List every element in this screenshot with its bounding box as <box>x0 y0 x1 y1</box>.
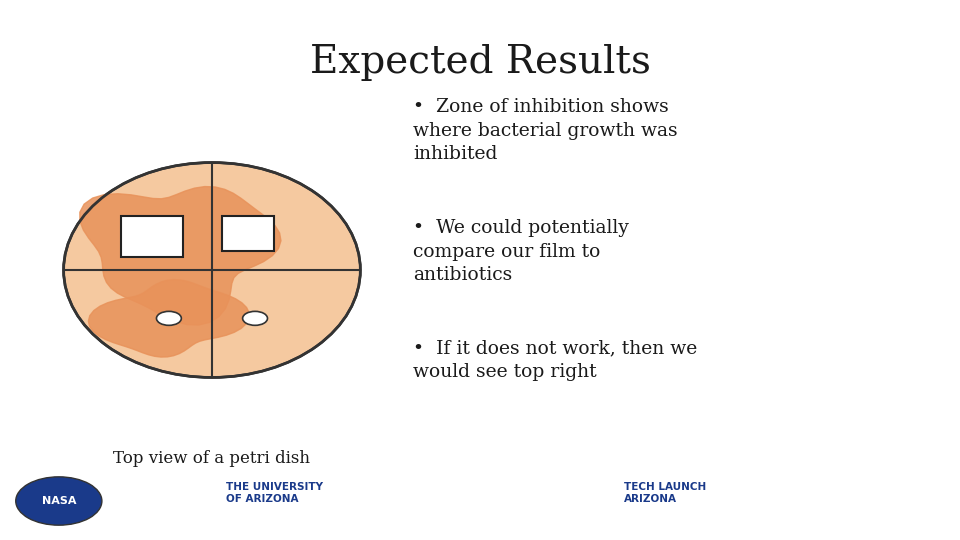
Bar <box>222 217 275 251</box>
Circle shape <box>15 477 102 525</box>
Polygon shape <box>88 280 250 357</box>
Text: TECH LAUNCH
ARIZONA: TECH LAUNCH ARIZONA <box>624 482 706 504</box>
Text: Top view of a petri dish: Top view of a petri dish <box>113 450 310 467</box>
Circle shape <box>243 312 268 325</box>
Text: NASA: NASA <box>41 496 76 506</box>
Text: THE UNIVERSITY
OF ARIZONA: THE UNIVERSITY OF ARIZONA <box>227 482 324 504</box>
Ellipse shape <box>63 163 360 377</box>
Text: •  If it does not work, then we
would see top right: • If it does not work, then we would see… <box>413 340 697 381</box>
Text: •  Zone of inhibition shows
where bacterial growth was
inhibited: • Zone of inhibition shows where bacteri… <box>413 98 678 163</box>
Text: Expected Results: Expected Results <box>309 44 651 82</box>
Circle shape <box>156 312 181 325</box>
Text: •  We could potentially
compare our film to
antibiotics: • We could potentially compare our film … <box>413 219 629 284</box>
Bar <box>121 217 183 256</box>
Polygon shape <box>80 186 281 325</box>
